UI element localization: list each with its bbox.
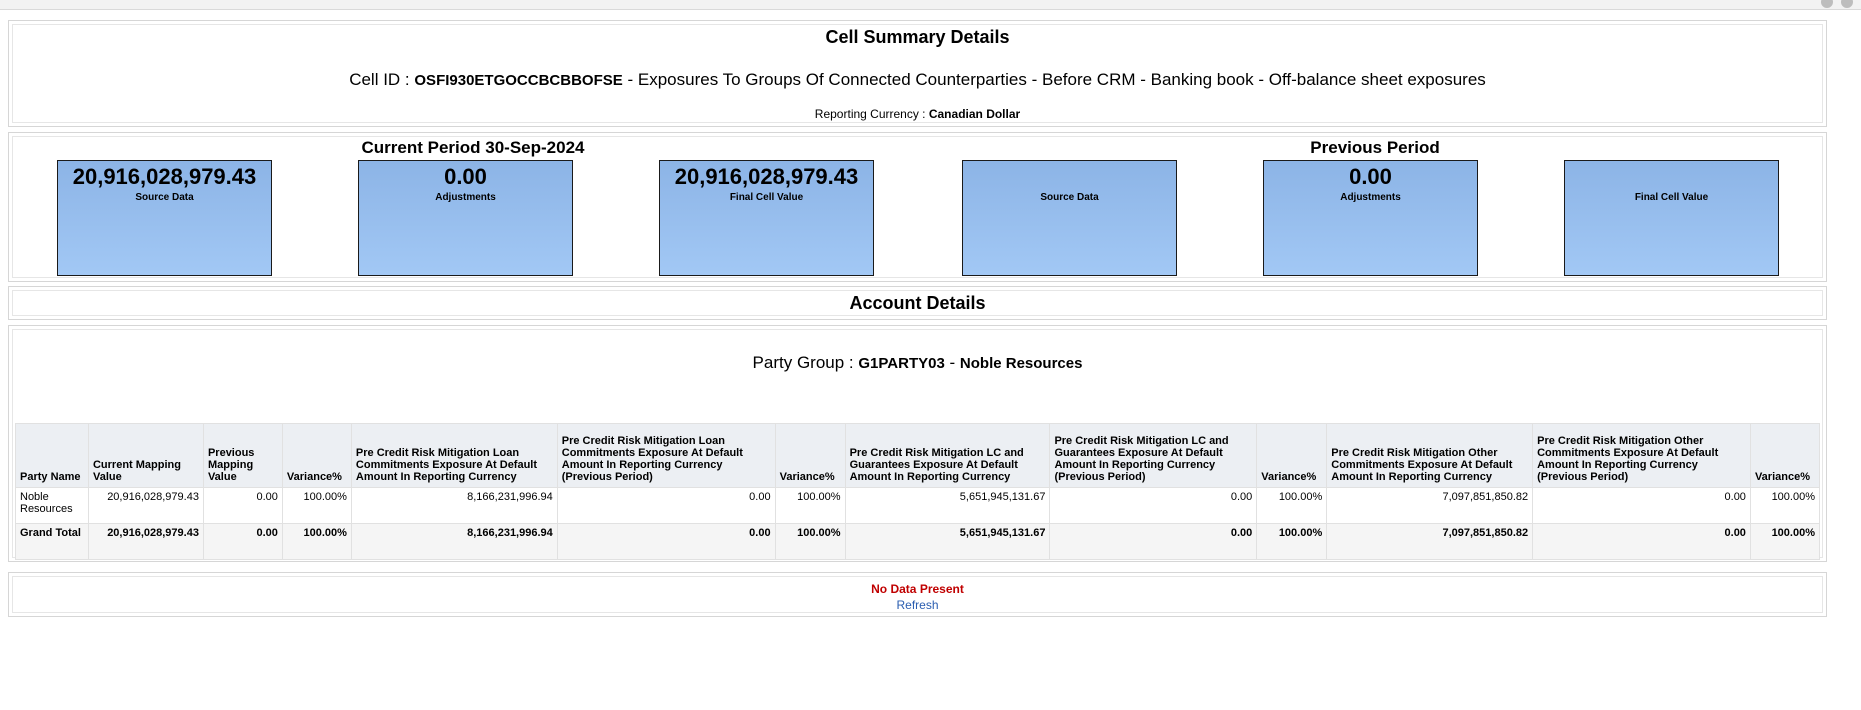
gear-icon[interactable] bbox=[1821, 0, 1833, 8]
table-cell: 100.00% bbox=[774, 487, 846, 524]
current-period-title: Current Period 30-Sep-2024 bbox=[361, 138, 585, 157]
total-cell: 8,166,231,996.94 bbox=[350, 523, 558, 560]
tile-label: Adjustments bbox=[435, 192, 496, 203]
col-header-variance[interactable]: Variance% bbox=[1749, 423, 1821, 488]
cell-id-prefix: Cell ID : bbox=[349, 70, 415, 89]
tile-value bbox=[963, 164, 1176, 190]
party-group-code: G1PARTY03 bbox=[858, 355, 945, 372]
col-header-other-commitments[interactable]: Pre Credit Risk Mitigation Other Commitm… bbox=[1326, 423, 1534, 488]
panel-inner-border bbox=[12, 290, 1823, 316]
tile-label: Final Cell Value bbox=[729, 192, 804, 203]
reporting-currency-line: Reporting Currency : Canadian Dollar bbox=[9, 107, 1826, 121]
account-details-table: Party Name Current Mapping Value Previou… bbox=[15, 423, 1821, 560]
table-row: Noble Resources 20,916,028,979.43 0.00 1… bbox=[15, 487, 1821, 524]
col-header-variance[interactable]: Variance% bbox=[1256, 423, 1328, 488]
col-header-lc-guarantees-prev[interactable]: Pre Credit Risk Mitigation LC and Guaran… bbox=[1049, 423, 1258, 488]
current-source-data-tile[interactable]: 20,916,028,979.43 Source Data bbox=[57, 160, 272, 276]
grand-total-row: Grand Total 20,916,028,979.43 0.00 100.0… bbox=[15, 523, 1821, 560]
tile-label: Final Cell Value bbox=[1634, 192, 1709, 203]
panel-inner-border bbox=[12, 24, 1823, 123]
party-group-title: Party Group : G1PARTY03 - Noble Resource… bbox=[9, 353, 1826, 373]
table-cell: 5,651,945,131.67 bbox=[844, 487, 1051, 524]
col-header-party-name[interactable]: Party Name bbox=[15, 423, 89, 488]
tile-label: Source Data bbox=[1040, 192, 1099, 203]
previous-adjustments-tile[interactable]: 0.00 Adjustments bbox=[1263, 160, 1478, 276]
table-cell: 0.00 bbox=[202, 487, 283, 524]
help-icon[interactable] bbox=[1841, 0, 1853, 8]
account-details-panel: Account Details bbox=[8, 286, 1827, 320]
total-cell: 100.00% bbox=[1256, 523, 1328, 560]
total-cell: 0.00 bbox=[556, 523, 776, 560]
tile-label: Adjustments bbox=[1340, 192, 1401, 203]
col-header-previous-mapping-value[interactable]: Previous Mapping Value bbox=[202, 423, 283, 488]
total-cell: 0.00 bbox=[1049, 523, 1258, 560]
party-group-name: Noble Resources bbox=[959, 355, 1083, 372]
currency-value: Canadian Dollar bbox=[928, 107, 1021, 121]
total-cell: 0.00 bbox=[202, 523, 283, 560]
table-cell: 100.00% bbox=[1256, 487, 1328, 524]
total-cell: 100.00% bbox=[774, 523, 846, 560]
table-header-row: Party Name Current Mapping Value Previou… bbox=[15, 423, 1821, 488]
account-details-title: Account Details bbox=[849, 293, 986, 313]
total-cell: 5,651,945,131.67 bbox=[844, 523, 1051, 560]
cell-grand-total-label: Grand Total bbox=[15, 523, 89, 560]
table-cell: 8,166,231,996.94 bbox=[350, 487, 558, 524]
table-cell: 20,916,028,979.43 bbox=[87, 487, 204, 524]
col-header-variance[interactable]: Variance% bbox=[281, 423, 352, 488]
col-header-variance[interactable]: Variance% bbox=[774, 423, 846, 488]
current-final-cell-value-tile[interactable]: 20,916,028,979.43 Final Cell Value bbox=[659, 160, 874, 276]
no-data-panel: No Data Present Refresh bbox=[8, 572, 1827, 617]
periods-panel: Current Period 30-Sep-2024 Previous Peri… bbox=[8, 132, 1827, 282]
table-cell: 0.00 bbox=[556, 487, 776, 524]
panel-inner-border bbox=[12, 136, 1823, 278]
cell-description: - Exposures To Groups Of Connected Count… bbox=[622, 70, 1486, 89]
panel-inner-border bbox=[12, 576, 1823, 613]
table-cell: 0.00 bbox=[1049, 487, 1258, 524]
current-adjustments-tile[interactable]: 0.00 Adjustments bbox=[358, 160, 573, 276]
col-header-lc-guarantees[interactable]: Pre Credit Risk Mitigation LC and Guaran… bbox=[844, 423, 1051, 488]
top-bar-icons bbox=[1821, 0, 1853, 8]
cell-summary-panel: Cell Summary Details Cell ID : OSFI930ET… bbox=[8, 20, 1827, 127]
top-bar bbox=[0, 0, 1861, 10]
col-header-loan-commitments[interactable]: Pre Credit Risk Mitigation Loan Commitme… bbox=[350, 423, 558, 488]
col-header-current-mapping-value[interactable]: Current Mapping Value bbox=[87, 423, 204, 488]
table-cell: 7,097,851,850.82 bbox=[1326, 487, 1534, 524]
table-cell: 0.00 bbox=[1532, 487, 1751, 524]
no-data-message: No Data Present bbox=[871, 582, 964, 596]
currency-label: Reporting Currency : bbox=[814, 107, 929, 121]
page-title: Cell Summary Details bbox=[825, 27, 1010, 47]
previous-source-data-tile[interactable]: Source Data bbox=[962, 160, 1177, 276]
total-cell: 100.00% bbox=[1749, 523, 1821, 560]
cell-id-value: OSFI930ETGOCCBCBBOFSE bbox=[414, 72, 623, 89]
col-header-loan-commitments-prev[interactable]: Pre Credit Risk Mitigation Loan Commitme… bbox=[556, 423, 776, 488]
total-cell: 100.00% bbox=[281, 523, 352, 560]
table-cell: 100.00% bbox=[281, 487, 352, 524]
table-cell: 100.00% bbox=[1749, 487, 1821, 524]
refresh-link[interactable]: Refresh bbox=[896, 598, 939, 612]
tile-value bbox=[1565, 164, 1778, 190]
party-group-panel: Party Group : G1PARTY03 - Noble Resource… bbox=[8, 325, 1827, 562]
tile-value: 20,916,028,979.43 bbox=[72, 164, 257, 189]
cell-id-line: Cell ID : OSFI930ETGOCCBCBBOFSE - Exposu… bbox=[9, 70, 1826, 90]
party-group-separator: - bbox=[944, 353, 960, 372]
previous-final-cell-value-tile[interactable]: Final Cell Value bbox=[1564, 160, 1779, 276]
total-cell: 0.00 bbox=[1532, 523, 1751, 560]
total-cell: 20,916,028,979.43 bbox=[87, 523, 204, 560]
party-group-prefix: Party Group : bbox=[752, 353, 859, 372]
tile-value: 0.00 bbox=[444, 164, 487, 189]
total-cell: 7,097,851,850.82 bbox=[1326, 523, 1534, 560]
previous-period-title: Previous Period bbox=[1310, 138, 1440, 157]
tile-label: Source Data bbox=[135, 192, 194, 203]
tile-value: 0.00 bbox=[1349, 164, 1392, 189]
col-header-other-commitments-prev[interactable]: Pre Credit Risk Mitigation Other Commitm… bbox=[1532, 423, 1751, 488]
tile-value: 20,916,028,979.43 bbox=[674, 164, 859, 189]
cell-party-name: Noble Resources bbox=[15, 487, 89, 524]
